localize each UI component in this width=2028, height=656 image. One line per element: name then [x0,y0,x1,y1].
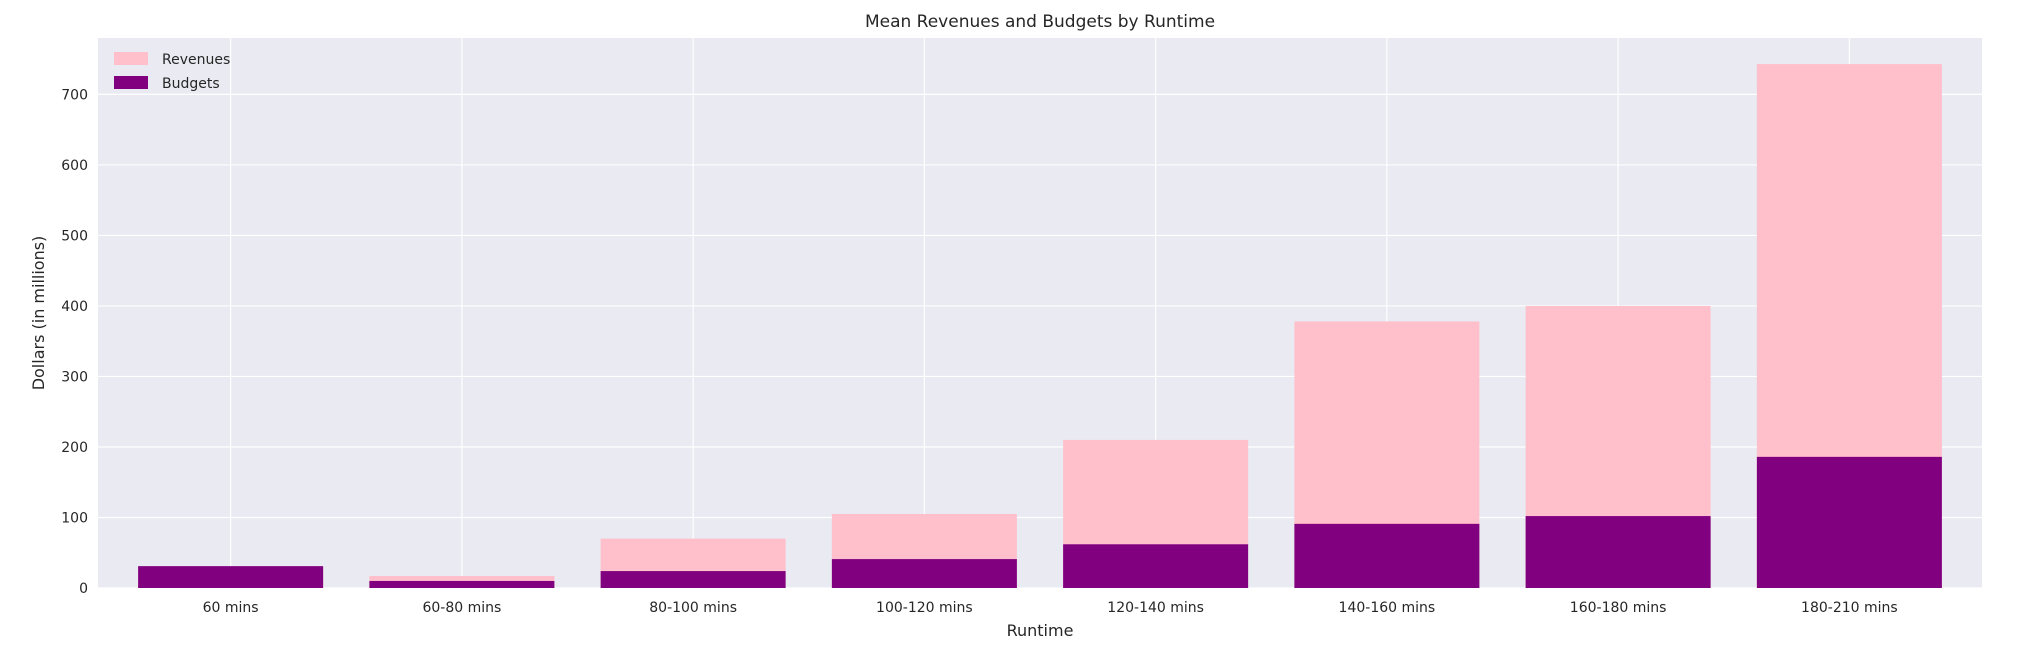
legend-label-revenues: Revenues [162,52,230,68]
bar-budgets-0 [138,566,324,588]
y-tick-label: 300 [61,369,88,385]
x-tick-label: 160-180 mins [1570,600,1667,616]
bar-budgets-1 [369,580,555,588]
bar-budgets-3 [831,559,1017,588]
y-tick-label: 100 [61,510,88,526]
x-axis-title: Runtime [1007,621,1074,640]
bar-budgets-4 [1063,544,1249,588]
bar-budgets-2 [600,571,786,588]
x-tick-label: 180-210 mins [1801,600,1898,616]
x-tick-label: 140-160 mins [1339,600,1436,616]
legend-swatch-revenues [114,52,148,65]
x-tick-label: 60-80 mins [422,600,501,616]
bar-budgets-5 [1294,523,1480,588]
y-tick-label: 700 [61,87,88,103]
bar-budgets-7 [1756,456,1942,588]
x-axis: 60 mins 60-80 mins 80-100 mins 100-120 mins… [203,600,1898,616]
x-tick-label: 80-100 mins [649,600,737,616]
y-axis-title: Dollars (in millions) [29,236,48,391]
y-tick-label: 600 [61,158,88,174]
legend: Revenues Budgets [114,52,230,92]
y-tick-label: 500 [61,228,88,244]
y-axis: 0 100 200 300 400 500 600 700 [61,87,88,597]
x-tick-label: 100-120 mins [876,600,973,616]
legend-swatch-budgets [114,76,148,89]
x-tick-label: 120-140 mins [1107,600,1204,616]
y-tick-label: 400 [61,299,88,315]
y-tick-label: 200 [61,440,88,456]
y-tick-label: 0 [79,581,88,597]
bar-budgets-6 [1525,516,1711,588]
x-tick-label: 60 mins [203,600,259,616]
chart-title: Mean Revenues and Budgets by Runtime [865,12,1215,32]
bars [138,64,1942,589]
legend-label-budgets: Budgets [162,76,220,92]
